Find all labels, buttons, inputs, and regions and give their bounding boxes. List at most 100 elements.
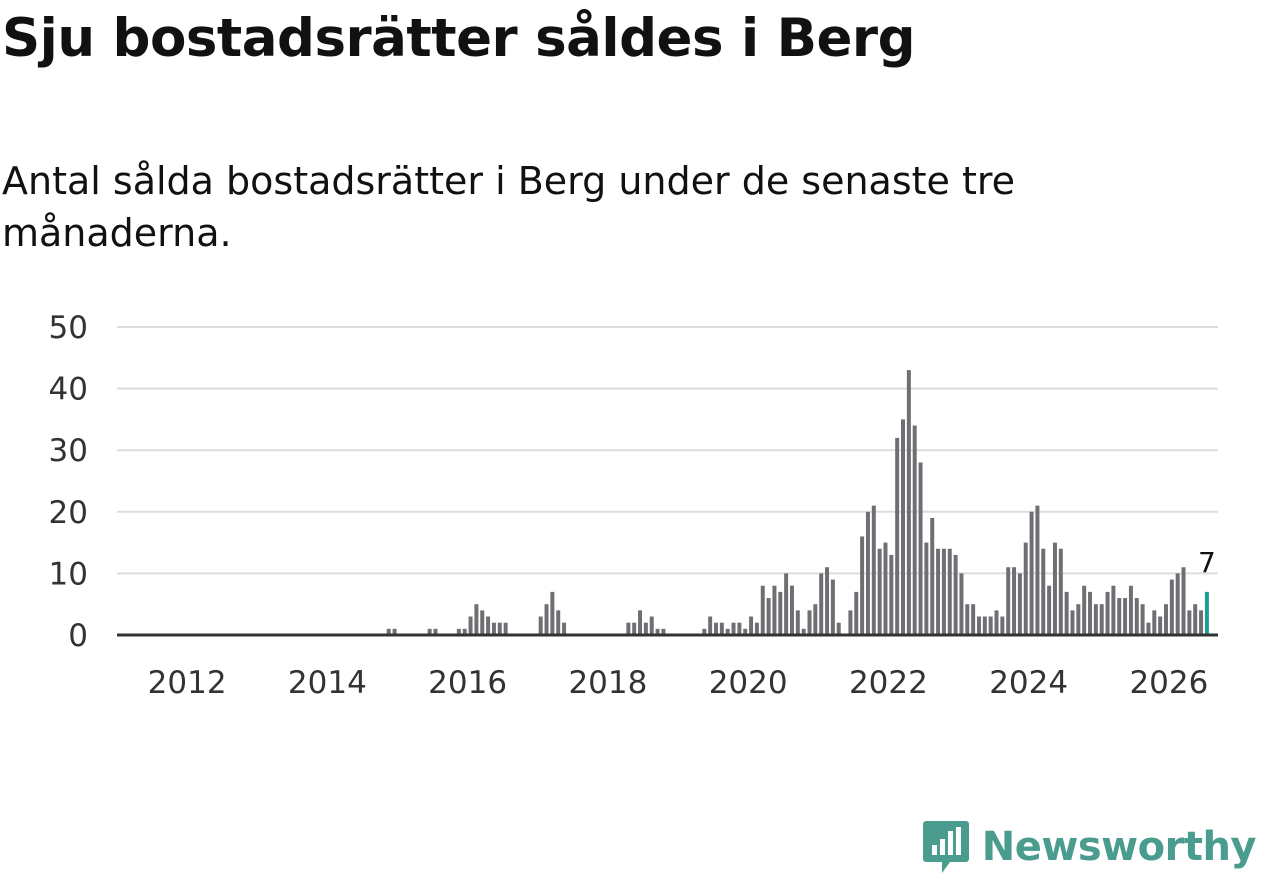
bar (965, 604, 970, 635)
x-tick-label: 2024 (989, 665, 1068, 701)
bar (784, 573, 789, 635)
bar (1000, 616, 1005, 635)
y-tick-label: 20 (49, 495, 88, 531)
bar (1175, 573, 1180, 635)
bar (392, 628, 397, 635)
gridlines (117, 326, 1218, 575)
bar (760, 585, 765, 635)
bar (819, 573, 824, 635)
y-tick-label: 10 (49, 556, 88, 592)
bar (643, 622, 648, 635)
bar (848, 610, 853, 635)
x-tick-label: 2026 (1129, 665, 1208, 701)
bar (708, 616, 713, 635)
bar (877, 548, 882, 635)
bar (743, 628, 748, 635)
bar (433, 628, 438, 635)
bar (737, 622, 742, 635)
bar (1064, 591, 1069, 635)
bar (655, 628, 660, 635)
bar (1123, 598, 1128, 635)
bar (638, 610, 643, 635)
bar (427, 628, 432, 635)
bar (1134, 598, 1139, 635)
bar (778, 591, 783, 635)
bar-chart: 0 10 20 30 40 50 2012 2014 2016 2018 2020 2022 2024… (49, 310, 1218, 701)
bar (795, 610, 800, 635)
bar (1169, 579, 1174, 635)
bar (754, 622, 759, 635)
bar (731, 622, 736, 635)
bar (854, 591, 859, 635)
bar (1187, 610, 1192, 635)
bar (1093, 604, 1098, 635)
bar (719, 622, 724, 635)
bar (1140, 604, 1145, 635)
bar-highlight (1204, 591, 1209, 635)
bar (1006, 567, 1011, 635)
bar (953, 554, 958, 635)
bar (883, 542, 888, 635)
bar (486, 616, 491, 635)
bar (941, 548, 946, 635)
bar (1181, 567, 1186, 635)
bar (813, 604, 818, 635)
last-value-label: 7 (1198, 546, 1216, 579)
bar (1058, 548, 1063, 635)
x-tick-label: 2020 (709, 665, 788, 701)
bar (971, 604, 976, 635)
bar (1017, 573, 1022, 635)
chart-subtitle: Antal sålda bostadsrätter i Berg under d… (2, 159, 1016, 255)
bar (1164, 604, 1168, 635)
y-tick-label: 30 (49, 433, 88, 469)
bar (930, 517, 935, 635)
x-tick-label: 2012 (148, 665, 227, 701)
x-tick-label: 2016 (428, 665, 507, 701)
y-tick-label: 40 (49, 372, 88, 408)
last-value-callout: 7 (1198, 546, 1216, 579)
bar (556, 610, 561, 635)
bar (468, 616, 473, 635)
bar (626, 622, 631, 635)
bar (661, 628, 666, 635)
bar (1082, 585, 1087, 635)
bar (1105, 591, 1110, 635)
bar (865, 511, 870, 635)
y-tick-label: 0 (68, 618, 88, 654)
newsworthy-chart-icon (922, 821, 969, 873)
bar (871, 505, 876, 635)
newsworthy-logo: Newsworthy (922, 819, 1257, 875)
bar (480, 610, 485, 635)
bars (386, 370, 1209, 635)
bar (918, 462, 923, 635)
x-tick-label: 2014 (288, 665, 367, 701)
brand-name: Newsworthy (981, 824, 1257, 870)
bar (462, 628, 467, 635)
bar (474, 604, 479, 635)
bar (714, 622, 718, 635)
chart-title: Sju bostadsrätter såldes i Berg (2, 8, 916, 69)
bar (976, 616, 981, 635)
bar (1117, 598, 1122, 635)
bar (947, 548, 952, 635)
bar (860, 536, 865, 635)
bar (801, 628, 806, 635)
bar (789, 585, 794, 635)
x-tick-label: 2022 (849, 665, 928, 701)
bar (544, 604, 549, 635)
bar (912, 425, 917, 635)
bar (491, 622, 496, 635)
bar (1152, 610, 1157, 635)
bar (1193, 604, 1198, 635)
bar (1199, 610, 1204, 635)
bar (836, 622, 841, 635)
bar (901, 419, 905, 635)
bar (550, 591, 555, 635)
bar (1041, 548, 1046, 635)
bar (1035, 505, 1040, 635)
bar (538, 616, 543, 635)
bar (456, 628, 461, 635)
bar (1111, 585, 1116, 635)
bar (1158, 616, 1163, 635)
bar (830, 579, 835, 635)
